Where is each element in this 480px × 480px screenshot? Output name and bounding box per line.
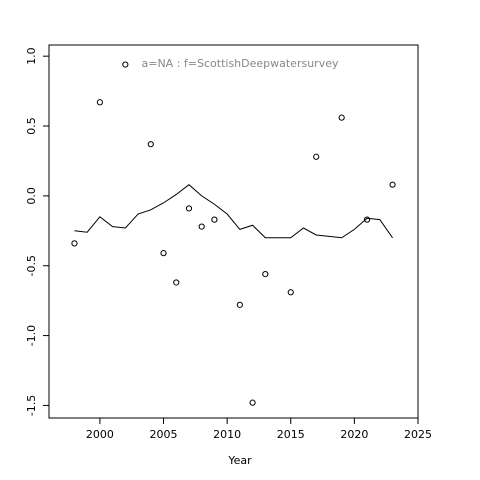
data-point bbox=[147, 141, 154, 148]
trend-line bbox=[74, 184, 393, 239]
y-tick-label: 0.0 bbox=[25, 187, 38, 205]
data-point bbox=[389, 181, 396, 188]
data-point bbox=[185, 205, 193, 212]
y-tick-label: 1.0 bbox=[25, 47, 38, 64]
y-tick-label: -0.5 bbox=[25, 255, 38, 276]
x-tick-label: 2000 bbox=[86, 428, 114, 441]
x-axis-label: Year bbox=[227, 454, 252, 467]
y-tick-label: -1.5 bbox=[25, 395, 38, 416]
data-point bbox=[262, 271, 269, 278]
x-tick-label: 2005 bbox=[150, 428, 178, 441]
data-point bbox=[173, 279, 180, 286]
data-point bbox=[236, 301, 243, 308]
x-tick-label: 2020 bbox=[340, 428, 368, 441]
data-point bbox=[287, 289, 294, 296]
data-point bbox=[96, 99, 103, 106]
annotation: a=NA : f=ScottishDeepwatersurvey bbox=[142, 57, 339, 70]
data-point bbox=[198, 223, 205, 230]
x-tick-label: 2015 bbox=[277, 428, 305, 441]
y-tick-label: 0.5 bbox=[25, 117, 38, 135]
data-point bbox=[364, 216, 371, 223]
data-point bbox=[249, 399, 256, 406]
plot-box bbox=[48, 44, 419, 419]
x-tick-label: 2010 bbox=[213, 428, 241, 441]
data-point bbox=[71, 240, 78, 247]
data-point bbox=[211, 216, 218, 223]
y-tick-label: -1.0 bbox=[25, 325, 38, 346]
data-point bbox=[122, 61, 129, 68]
x-tick-label: 2025 bbox=[404, 428, 432, 441]
data-point bbox=[313, 153, 320, 160]
data-point bbox=[160, 250, 167, 257]
data-point bbox=[338, 114, 345, 121]
